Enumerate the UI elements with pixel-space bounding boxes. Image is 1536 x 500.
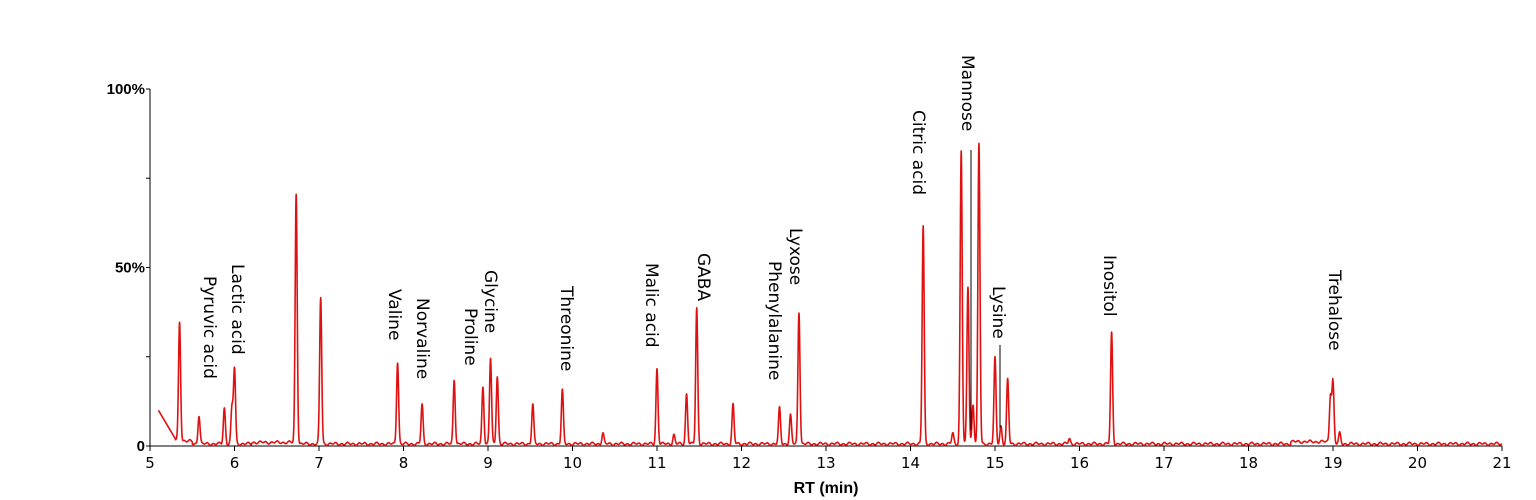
peak-label: Lysine [988,286,1008,339]
annotation-leader-lines [970,150,1001,430]
peak-label: Inositol [1099,255,1119,317]
x-tick-label: 16 [1070,454,1089,472]
peak-label: Lyxose [785,228,805,285]
peak-label: Threonine [556,285,576,371]
peak-label: Pyruvic acid [199,276,219,379]
x-tick-label: 7 [314,454,324,472]
x-tick-label: 14 [901,454,920,472]
peak-label: Phenylalanine [764,261,784,380]
peak-label: Valine [384,289,404,340]
x-tick-label: 8 [399,454,409,472]
peak-label: Norvaline [412,298,432,379]
x-tick-label: 17 [1154,454,1173,472]
y-tick-label: 0 [137,438,145,455]
axes [149,89,1502,447]
peak-label: Proline [460,308,480,366]
x-tick-label: 10 [563,454,582,472]
peak-label: Mannose [957,55,977,131]
x-axis-title: RT (min) [794,480,859,497]
x-tick-label: 5 [145,454,155,472]
x-tick-label: 9 [483,454,493,472]
x-tick-label: 13 [816,454,835,472]
x-tick-label: 6 [230,454,240,472]
peak-label: Citric acid [908,110,928,195]
peak-label: Lactic acid [227,264,247,355]
y-tick-label: 50% [115,260,145,277]
peak-label: Trehalose [1324,269,1344,351]
x-tick-label: 20 [1408,454,1427,472]
x-axis-ticks: 5 6 7 8 9 10 11 12 13 14 15 16 17 18 19 20 21 [145,446,1512,472]
y-tick-label: 100% [107,81,145,98]
x-tick-label: 18 [1239,454,1258,472]
peak-label: GABA [693,253,713,301]
chromatogram-trace [157,142,1503,447]
x-tick-label: 15 [985,454,1004,472]
x-tick-label: 12 [732,454,751,472]
x-tick-label: 11 [647,454,666,472]
peak-label: Malic acid [641,263,661,348]
y-axis-ticks: 0 50% 100% [107,81,150,455]
peak-label: Glycine [480,270,500,333]
x-tick-label: 21 [1492,454,1511,472]
peak-annotations: Pyruvic acid Lactic acid Valine Norvaline Pr… [199,55,1344,380]
x-tick-label: 19 [1323,454,1342,472]
